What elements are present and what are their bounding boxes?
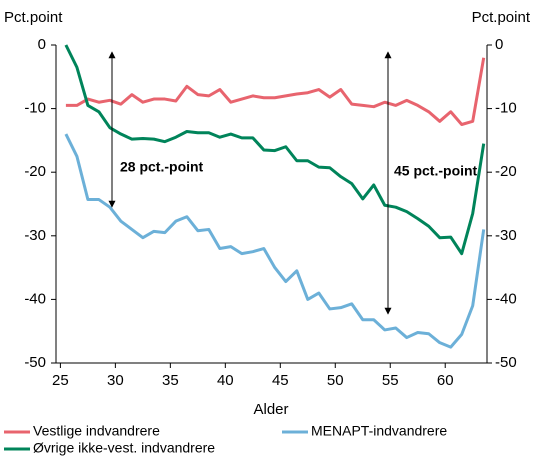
y-tick-label: 0: [38, 36, 46, 53]
y-axis-label: Pct.point: [4, 9, 63, 26]
y-tick-label: -20: [24, 163, 46, 180]
x-tick-label: 45: [272, 372, 289, 389]
y2-tick-label: -20: [495, 163, 517, 180]
x-tick-label: 40: [217, 372, 234, 389]
y-tick-label: -50: [24, 354, 46, 371]
legend-label: Vestlige indvandrere: [33, 423, 160, 439]
x-tick-label: 25: [52, 372, 69, 389]
legend-label: MENAPT-indvandrere: [311, 423, 447, 439]
x-tick-label: 60: [437, 372, 454, 389]
y2-tick-label: -50: [495, 354, 517, 371]
series-line: [65, 57, 486, 126]
y2-axis-label: Pct.point: [472, 9, 531, 26]
annotation: 28 pct.-point: [120, 159, 204, 175]
x-tick-label: 35: [162, 372, 179, 389]
y2-tick-label: -40: [495, 290, 517, 307]
y-tick-label: -10: [24, 100, 46, 117]
x-tick-label: 55: [382, 372, 399, 389]
y-tick-label: -40: [24, 290, 46, 307]
series-line: [64, 44, 486, 256]
y2-tick-label: 0: [495, 36, 503, 53]
annotation: 45 pct.-point: [394, 163, 478, 179]
series-line: [64, 133, 486, 349]
y2-tick-label: -10: [495, 100, 517, 117]
x-axis-label: Alder: [253, 401, 288, 418]
legend-label: Øvrige ikke-vest. indvandrere: [33, 440, 215, 456]
x-tick-label: 50: [327, 372, 344, 389]
y-tick-label: -30: [24, 227, 46, 244]
x-tick-label: 30: [107, 372, 124, 389]
y2-tick-label: -30: [495, 227, 517, 244]
